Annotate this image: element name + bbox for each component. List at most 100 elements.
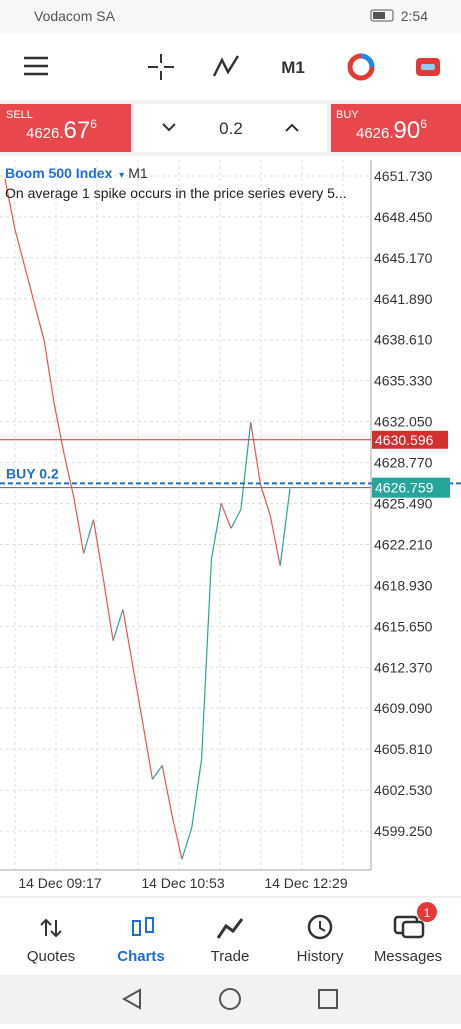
price-segment (181, 827, 193, 860)
tab-quotes[interactable]: Quotes (27, 918, 75, 965)
tab-label: History (297, 948, 344, 965)
symbol: Boom 500 Index (5, 165, 113, 181)
price-segment (92, 519, 104, 579)
price-segment (141, 721, 154, 780)
price-segment (171, 815, 183, 860)
y-tick-label: 4609.090 (374, 700, 433, 716)
buy-price-main: 4626. (356, 125, 394, 142)
price-segment (4, 178, 16, 229)
home-button[interactable] (219, 988, 241, 1010)
y-tick-label: 4599.250 (374, 823, 433, 839)
price-segment (112, 609, 124, 641)
sell-price-big: 67 (64, 117, 91, 144)
price-segment (24, 266, 36, 304)
y-tick-label: 4632.050 (374, 414, 433, 430)
y-tick-label: 4605.810 (374, 741, 433, 757)
buy-label: BUY (336, 109, 359, 121)
price-segment (259, 484, 271, 517)
y-tick-label: 4635.330 (374, 373, 433, 389)
price-segment (250, 422, 262, 485)
y-tick-label: 4618.930 (374, 577, 433, 593)
order-label: BUY 0.2 (6, 465, 59, 481)
price-segment (122, 609, 134, 666)
tab-label: Charts (117, 948, 165, 965)
sell-price: 4626.676 (26, 117, 97, 144)
price-segment (279, 488, 291, 566)
price-segment (132, 665, 144, 722)
volume-decrease[interactable] (162, 123, 176, 132)
price-segment (43, 341, 55, 404)
ask-label: 4630.596 (375, 432, 434, 448)
price-segment (230, 509, 242, 529)
recents-button[interactable] (318, 989, 338, 1009)
price-segment (200, 559, 212, 760)
buy-price-sup: 6 (420, 117, 427, 131)
y-tick-label: 4641.890 (374, 291, 433, 307)
price-segment (102, 578, 114, 641)
y-tick-label: 4602.530 (374, 782, 433, 798)
tab-history[interactable]: History (297, 914, 344, 965)
volume[interactable]: 0.2 (219, 119, 243, 138)
price-segment (220, 503, 232, 529)
y-tick-label: 4638.610 (374, 332, 433, 348)
y-tick-label: 4628.770 (374, 455, 433, 471)
grid (0, 160, 371, 870)
price-segment (53, 403, 65, 454)
volume-increase[interactable] (285, 123, 299, 132)
y-tick-label: 4622.210 (374, 536, 433, 552)
y-tick-label: 4651.730 (374, 168, 433, 184)
price-segment (161, 765, 173, 816)
chart-legend: Boom 500 Index ▾ M1 (5, 165, 148, 181)
carrier: Vodacom SA (34, 8, 116, 24)
x-tick-label: 14 Dec 09:17 (18, 875, 101, 891)
x-tick-label: 14 Dec 12:29 (264, 875, 347, 891)
x-tick-label: 14 Dec 10:53 (141, 875, 224, 891)
badge-count: 1 (424, 906, 431, 920)
ask-label-bg (372, 430, 448, 449)
chart-description: On average 1 spike occurs in the price s… (5, 185, 347, 201)
chart-timeframe: M1 (128, 165, 148, 181)
tab-label: Trade (211, 948, 250, 965)
bid-label: 4626.759 (375, 480, 434, 496)
price-segment (240, 422, 252, 510)
price-segment (83, 519, 95, 554)
bid-label-bg (372, 477, 450, 498)
clock: 2:54 (401, 8, 428, 24)
badge (417, 902, 437, 922)
tab-label: Quotes (27, 948, 75, 965)
tab-trade[interactable]: Trade (211, 918, 250, 965)
price-segment (269, 515, 281, 566)
chart-type-icon (360, 53, 375, 68)
battery-level (373, 12, 385, 19)
buy-button[interactable] (331, 104, 461, 152)
trade-icon (421, 64, 435, 70)
sell-button[interactable] (0, 104, 131, 152)
buy-price: 4626.906 (356, 117, 427, 144)
sell-price-sup: 6 (90, 117, 97, 131)
tab-charts[interactable]: Charts (117, 917, 165, 965)
sell-price-main: 4626. (26, 125, 64, 142)
timeframe-button[interactable]: M1 (281, 58, 305, 77)
price-segment (14, 228, 26, 267)
sell-label: SELL (6, 109, 33, 121)
y-tick-label: 4648.450 (374, 209, 433, 225)
battery-icon (370, 9, 394, 22)
y-tick-label: 4625.490 (374, 496, 433, 512)
price-segment (33, 303, 45, 342)
price-segment (73, 497, 85, 554)
menu-button[interactable] (24, 56, 48, 76)
buy-price-big: 90 (394, 117, 421, 144)
tab-label: Messages (374, 948, 442, 965)
price-segment (210, 503, 222, 560)
price-segment (151, 765, 163, 780)
tab-messages[interactable]: Messages 1 (374, 902, 442, 965)
y-tick-label: 4612.370 (374, 659, 433, 675)
y-tick-label: 4615.650 (374, 618, 433, 634)
price-segment (63, 453, 75, 498)
system-nav (0, 975, 461, 1024)
indicators-button[interactable] (212, 55, 240, 77)
back-button[interactable] (121, 988, 141, 1010)
crosshair-button[interactable] (148, 54, 174, 80)
price-segment (191, 759, 203, 829)
